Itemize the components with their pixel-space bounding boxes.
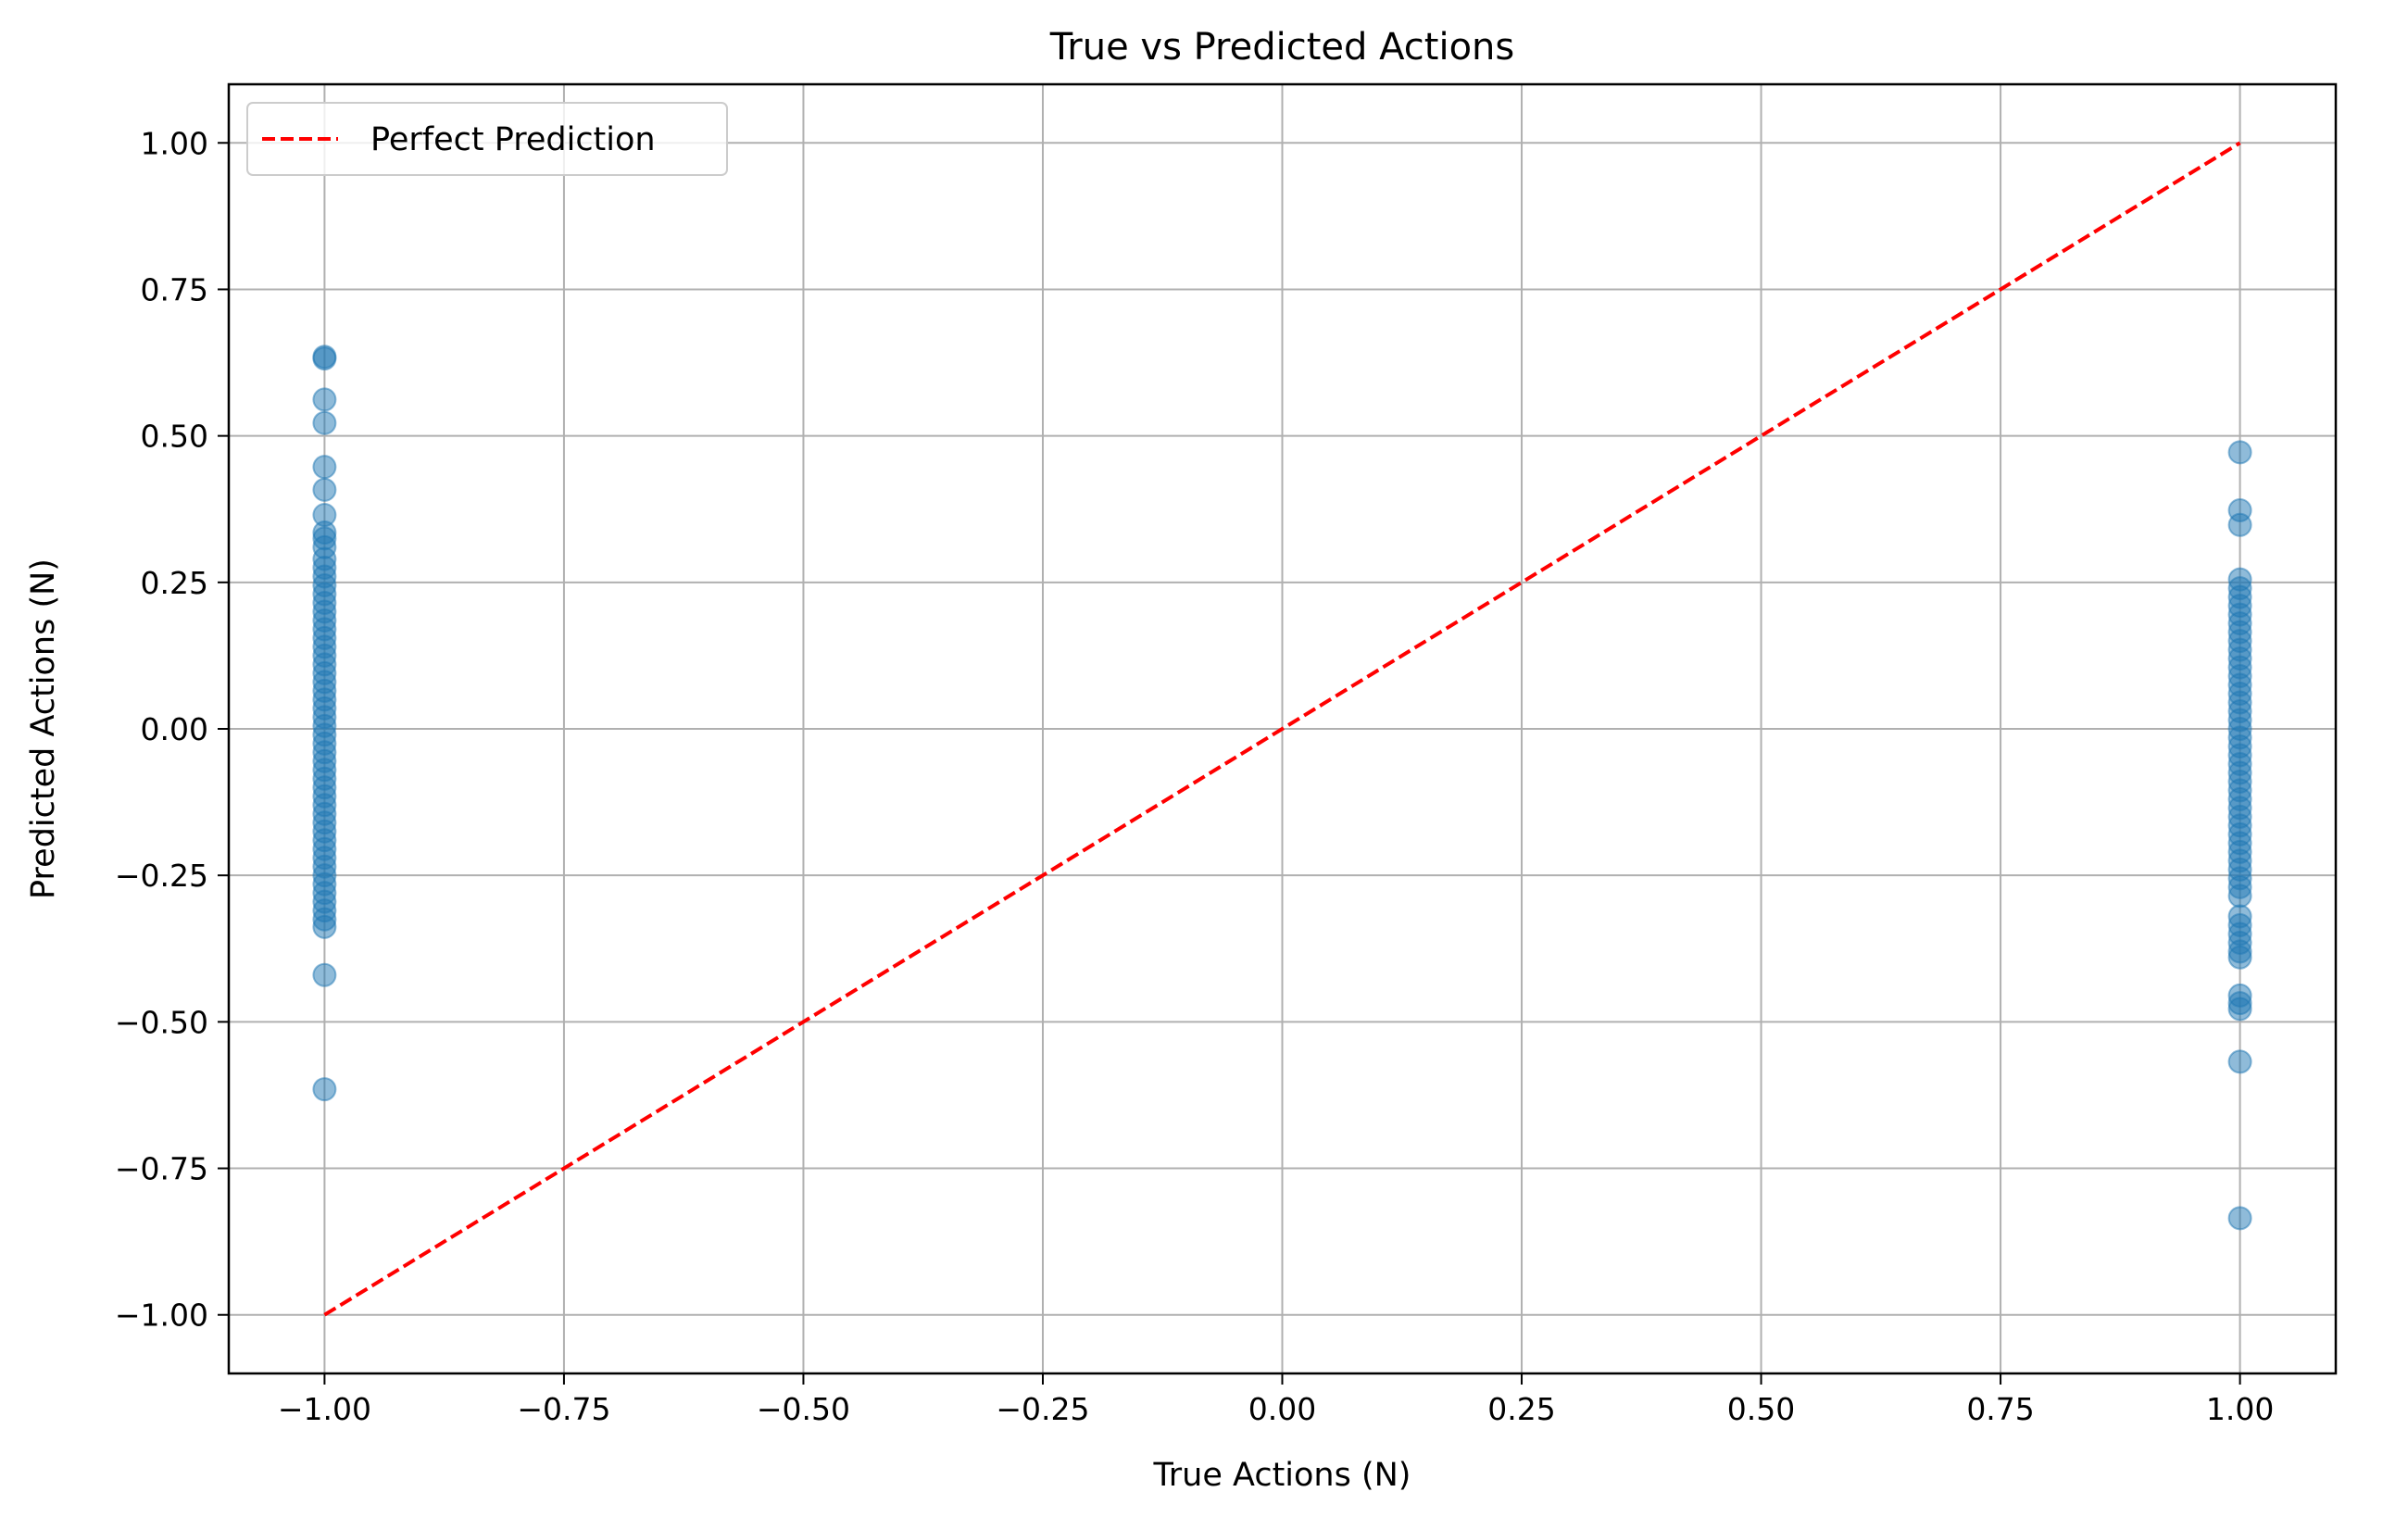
data-point: [312, 914, 337, 939]
y-tick-label: −1.00: [115, 1298, 208, 1334]
data-point: [312, 346, 337, 371]
data-point: [2227, 997, 2252, 1022]
y-tick-label: 0.00: [141, 711, 208, 747]
x-tick-label: −0.50: [757, 1391, 850, 1427]
y-tick-label: −0.50: [115, 1004, 208, 1040]
x-tick-label: −1.00: [278, 1391, 371, 1427]
legend: Perfect Prediction: [246, 102, 728, 176]
y-tick-label: 0.50: [141, 419, 208, 455]
x-tick-label: 0.50: [1727, 1391, 1795, 1427]
x-axis-title: True Actions (N): [1153, 1457, 1411, 1494]
data-point: [2227, 440, 2252, 465]
x-tick-label: 0.00: [1248, 1391, 1316, 1427]
legend-label: Perfect Prediction: [370, 121, 656, 158]
data-point: [312, 1077, 337, 1102]
y-tick-label: 1.00: [141, 125, 208, 161]
data-point: [2227, 1049, 2252, 1074]
y-tick-label: −0.25: [115, 858, 208, 894]
perfect-prediction-line: [323, 141, 2241, 1317]
data-point: [312, 455, 337, 480]
scatter-points: [312, 345, 2252, 1231]
data-point: [312, 387, 337, 412]
data-point: [312, 477, 337, 502]
x-tick-label: 1.00: [2206, 1391, 2274, 1427]
y-axis-title: Predicted Actions (N): [25, 558, 62, 899]
y-tick-label: −0.75: [115, 1151, 208, 1187]
data-point: [2227, 512, 2252, 537]
data-point: [2227, 945, 2252, 970]
data-point: [2227, 1206, 2252, 1231]
x-tick-label: −0.25: [996, 1391, 1089, 1427]
reference-line: [323, 141, 2241, 1317]
x-tick-label: 0.25: [1487, 1391, 1555, 1427]
data-point: [312, 962, 337, 987]
x-tick-label: 0.75: [1966, 1391, 2034, 1427]
legend-box: [246, 102, 728, 176]
data-point: [2227, 884, 2252, 909]
y-tick-label: 0.25: [141, 565, 208, 601]
x-tick-label: −0.75: [517, 1391, 610, 1427]
chart-title: True vs Predicted Actions: [1049, 26, 1515, 69]
data-point: [312, 410, 337, 435]
y-tick-label: 0.75: [141, 271, 208, 307]
axis-ticks: −1.00 −0.75 −0.50 −0.25 0.00 0.25 0.50 0.75 1.00…: [115, 125, 2274, 1427]
